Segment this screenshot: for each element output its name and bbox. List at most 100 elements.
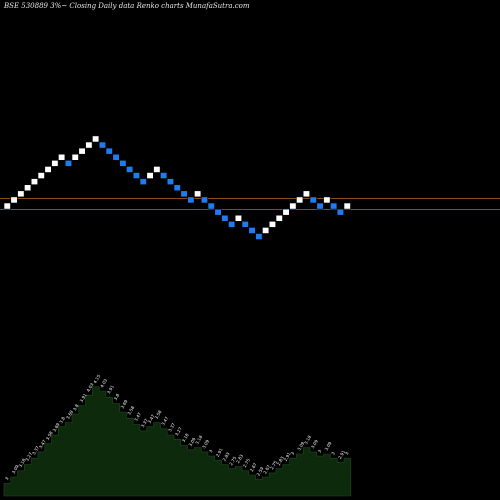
renko-brick-down [200,196,208,204]
volume-label: 3 [317,449,323,454]
renko-brick-up [275,214,283,222]
volume-label: 3.37 [167,422,176,433]
renko-brick-up [10,196,18,204]
volume-label: 2.59 [256,466,265,477]
reference-lines [0,197,500,210]
renko-brick-up [78,147,86,155]
volume-label: 3.18 [303,434,312,445]
volume-label: 2.91 [337,449,346,460]
volume-labels: 33.093.183.273.373.473.583.693.83.693.83… [4,373,350,480]
volume-fill [3,386,352,497]
volume-label: 3.47 [147,413,156,424]
renko-brick-down [316,202,324,210]
renko-brick-up [289,202,297,210]
renko-brick-up [30,178,39,186]
volume-label: 2.83 [235,453,244,464]
renko-brick-up [282,208,290,216]
renko-brick-up [268,221,277,228]
volume-label: 3.47 [38,439,47,450]
renko-brick-down [207,202,215,210]
renko-brick-up [71,153,79,161]
volume-label: 2.67 [249,462,258,473]
volume-label: 2.75 [269,460,278,471]
volume-label: 3.37 [140,418,149,429]
renko-brick-down [180,190,188,198]
renko-brick-down [309,196,317,204]
renko-brick-down [126,166,134,173]
renko-brick-down [214,208,222,216]
volume-label: 3.8 [58,416,66,425]
renko-brick-up [85,141,93,149]
volume-label: 2.91 [215,447,224,458]
renko-brick-up [51,160,59,167]
renko-brick-down [221,214,229,222]
volume-label: 3.09 [11,464,20,475]
volume-label: 3 [330,451,336,456]
volume-label: 3.18 [181,432,190,443]
chart-title: BSE 530889 3%~ Closing Daily data Renko … [3,2,250,10]
volume-label: 3.47 [133,411,142,422]
volume-label: 3.58 [45,430,54,441]
renko-brick-down [166,178,174,186]
volume-label: 3.91 [106,384,115,395]
renko-brick-down [98,141,106,149]
volume-label: 3.8 [113,393,121,402]
volume-label: 3 [208,449,214,454]
renko-brick-up [343,202,351,210]
volume-label: 4.03 [99,378,108,389]
renko-brick-down [241,221,249,228]
volume-label: 3.09 [310,439,319,450]
renko-brick-up [146,172,154,179]
renko-brick-down [330,202,338,210]
renko-brick-up [3,202,11,210]
renko-brick-up [37,172,45,179]
volume-label: 3.69 [120,399,129,410]
volume-label: 2.83 [276,455,285,466]
volume-label: 2.83 [222,451,231,462]
renko-brick-up [153,166,161,173]
volume-label: 3 [4,476,10,481]
volume-label: 3.27 [24,451,33,462]
renko-brick-up [17,190,25,198]
volume-label: 3.18 [194,434,203,445]
renko-brick-down [64,160,72,167]
volume-label: 4.15 [92,373,101,384]
volume-label: 2.91 [283,451,292,462]
volume-label: 3.58 [126,405,135,416]
renko-brick-up [92,135,100,143]
volume-label: 3.8 [72,403,80,412]
volume-area [3,386,352,497]
volume-label: 3.58 [154,409,163,420]
renko-brick-down [160,172,168,179]
renko-brick-down [139,178,147,186]
volume-label: 3 [344,451,350,456]
renko-brick-down [119,160,127,167]
volume-label: 3.18 [18,457,27,468]
volume-label: 3.27 [174,426,183,437]
renko-brick-up [302,190,311,198]
volume-label: 2.67 [262,464,271,475]
volume-label: 3.69 [52,422,61,433]
volume-label: 3.09 [296,441,305,452]
renko-brick-down [105,147,113,155]
renko-brick-up [234,214,242,222]
renko-brick-up [44,166,52,173]
volume-label: 3.91 [79,392,88,403]
renko-brick-up [323,196,331,204]
renko-brick-down [228,221,236,228]
renko-brick-down [173,184,181,192]
renko-brick-up [58,153,66,161]
volume-label: 3 [290,451,296,456]
volume-label: 3.09 [188,436,197,447]
renko-brick-up [262,227,270,234]
renko-brick-up [296,196,304,204]
volume-label: 3.37 [31,445,40,456]
volume-label: 3.47 [160,415,169,426]
volume-label: 3.09 [201,439,210,450]
renko-brick-down [132,172,140,179]
renko-bricks [3,135,351,240]
renko-brick-down [187,196,195,204]
volume-label: 2.75 [228,455,237,466]
volume-label: 3.69 [65,409,74,420]
